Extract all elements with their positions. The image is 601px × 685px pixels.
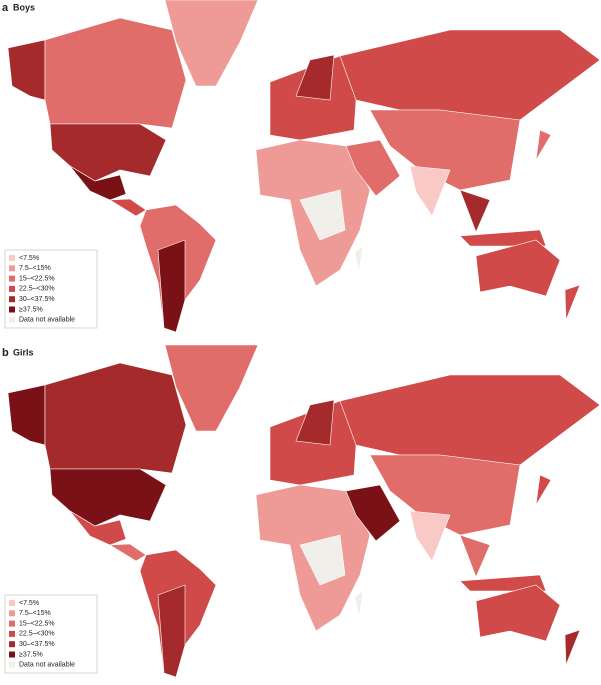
legend-swatch: [9, 630, 15, 637]
country: [409, 510, 451, 562]
legend-label: Data not available: [19, 317, 75, 324]
country: [354, 245, 364, 273]
country: [459, 189, 491, 233]
country: [459, 574, 547, 592]
country: [409, 165, 451, 217]
country: [345, 139, 401, 197]
legend-box: [4, 249, 98, 329]
country: [164, 0, 259, 87]
country: [295, 54, 335, 101]
legend-label: ≥37.5%: [19, 651, 43, 658]
country: [564, 629, 581, 666]
map-panel: b Girls <7.5% 7.5–<15% 15–<22.5% 22.5–<30% 30–…: [2, 344, 601, 678]
legend-label: 30–<37.5%: [19, 296, 55, 303]
legend-swatch: [9, 316, 15, 323]
panel-title: Boys: [13, 2, 35, 12]
country: [164, 344, 259, 432]
country: [369, 109, 521, 191]
panel-title: Girls: [13, 347, 34, 357]
legend-swatch: [9, 255, 15, 261]
country: [535, 474, 552, 506]
legend-swatch: [9, 610, 15, 617]
country: [299, 189, 346, 241]
legend-label: 22.5–<30%: [19, 631, 55, 638]
country: [339, 374, 601, 466]
panel-letter: a: [2, 2, 9, 14]
legend-label: Data not available: [19, 662, 75, 669]
country: [49, 468, 167, 527]
country: [339, 29, 601, 121]
legend-label: 30–<37.5%: [19, 641, 55, 648]
country: [354, 590, 364, 618]
legend-swatch: [9, 641, 15, 648]
country: [475, 584, 561, 642]
country: [459, 229, 547, 247]
legend-label: 22.5–<30%: [19, 286, 55, 293]
legend-label: 7.5–<15%: [19, 265, 51, 272]
country: [44, 362, 187, 474]
legend-box: [4, 594, 98, 674]
country: [69, 510, 127, 546]
panel-letter: b: [2, 347, 9, 359]
legend: <7.5% 7.5–<15% 15–<22.5% 22.5–<30% 30–<37.5%…: [4, 249, 98, 329]
legend-swatch: [9, 265, 15, 272]
legend-label: 15–<22.5%: [19, 620, 55, 627]
map-panel: a Boys <7.5% 7.5–<15% 15–<22.5% 22.5–<30% 30–<…: [2, 0, 601, 333]
country: [295, 399, 335, 446]
legend-swatch: [9, 661, 15, 668]
legend-label: <7.5%: [19, 600, 39, 607]
country: [49, 123, 167, 182]
country: [109, 198, 147, 217]
legend-swatch: [9, 275, 15, 282]
legend-swatch: [9, 620, 15, 627]
legend-label: 15–<22.5%: [19, 275, 55, 282]
country: [69, 165, 127, 201]
country: [369, 454, 521, 536]
legend-label: 7.5–<15%: [19, 610, 51, 617]
legend-label: ≥37.5%: [19, 306, 43, 313]
country: [7, 384, 46, 446]
country: [157, 239, 186, 333]
country: [535, 129, 552, 161]
legend-swatch: [9, 600, 15, 606]
country: [109, 543, 147, 562]
legend-swatch: [9, 296, 15, 303]
legend-swatch: [9, 306, 15, 313]
country: [7, 39, 46, 101]
country: [475, 239, 561, 297]
legend-swatch: [9, 285, 15, 292]
country: [459, 534, 491, 578]
legend: <7.5% 7.5–<15% 15–<22.5% 22.5–<30% 30–<37.5%…: [4, 594, 98, 674]
country: [564, 284, 581, 321]
legend-swatch: [9, 651, 15, 658]
country: [44, 17, 187, 129]
legend-label: <7.5%: [19, 255, 39, 262]
country: [345, 484, 401, 542]
country: [299, 534, 346, 586]
country: [157, 584, 186, 678]
